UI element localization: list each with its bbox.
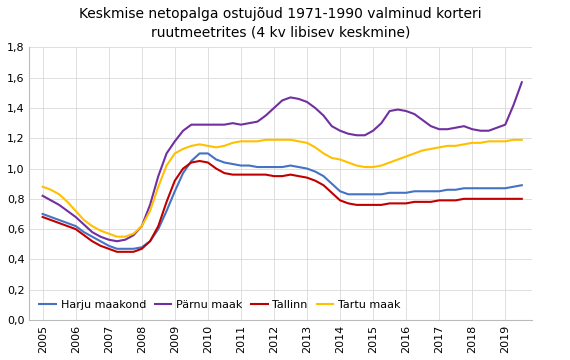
- Tartu maak: [122, 234, 129, 239]
- Harju maakond: [89, 234, 96, 239]
- Pärnu maak: [518, 80, 525, 85]
- Tartu maak: [113, 234, 120, 239]
- Tartu maak: [304, 141, 311, 145]
- Tallinn: [113, 250, 120, 254]
- Tallinn: [89, 239, 96, 243]
- Harju maakond: [39, 212, 46, 216]
- Pärnu maak: [394, 107, 401, 112]
- Line: Pärnu maak: Pärnu maak: [43, 82, 522, 241]
- Tallinn: [39, 215, 46, 219]
- Harju maakond: [56, 218, 63, 222]
- Tallinn: [403, 201, 410, 206]
- Harju maakond: [113, 247, 120, 251]
- Title: Keskmise netopalga ostujõud 1971-1990 valminud korteri
ruutmeetrites (4 kv libis: Keskmise netopalga ostujõud 1971-1990 va…: [79, 7, 482, 39]
- Harju maakond: [122, 247, 129, 251]
- Tartu maak: [89, 224, 96, 228]
- Pärnu maak: [295, 97, 302, 101]
- Pärnu maak: [113, 239, 120, 243]
- Pärnu maak: [56, 203, 63, 207]
- Line: Tartu maak: Tartu maak: [43, 140, 522, 237]
- Harju maakond: [403, 191, 410, 195]
- Harju maakond: [172, 189, 178, 193]
- Tallinn: [304, 175, 311, 180]
- Tartu maak: [518, 138, 525, 142]
- Tartu maak: [39, 185, 46, 189]
- Harju maakond: [196, 151, 203, 156]
- Tallinn: [196, 159, 203, 163]
- Harju maakond: [304, 166, 311, 171]
- Tartu maak: [262, 138, 269, 142]
- Line: Tallinn: Tallinn: [43, 161, 522, 252]
- Text: © Tõnu Toompark, ADAUR.EE: © Tõnu Toompark, ADAUR.EE: [550, 125, 559, 235]
- Tartu maak: [403, 154, 410, 159]
- Line: Harju maakond: Harju maakond: [43, 153, 522, 249]
- Pärnu maak: [122, 238, 129, 242]
- Legend: Harju maakond, Pärnu maak, Tallinn, Tartu maak: Harju maakond, Pärnu maak, Tallinn, Tart…: [35, 296, 405, 314]
- Tallinn: [518, 197, 525, 201]
- Pärnu maak: [89, 230, 96, 234]
- Harju maakond: [518, 183, 525, 187]
- Pärnu maak: [39, 194, 46, 198]
- Pärnu maak: [172, 139, 178, 144]
- Tartu maak: [56, 192, 63, 197]
- Tallinn: [122, 250, 129, 254]
- Tallinn: [172, 179, 178, 183]
- Tallinn: [56, 221, 63, 225]
- Tartu maak: [172, 151, 178, 156]
